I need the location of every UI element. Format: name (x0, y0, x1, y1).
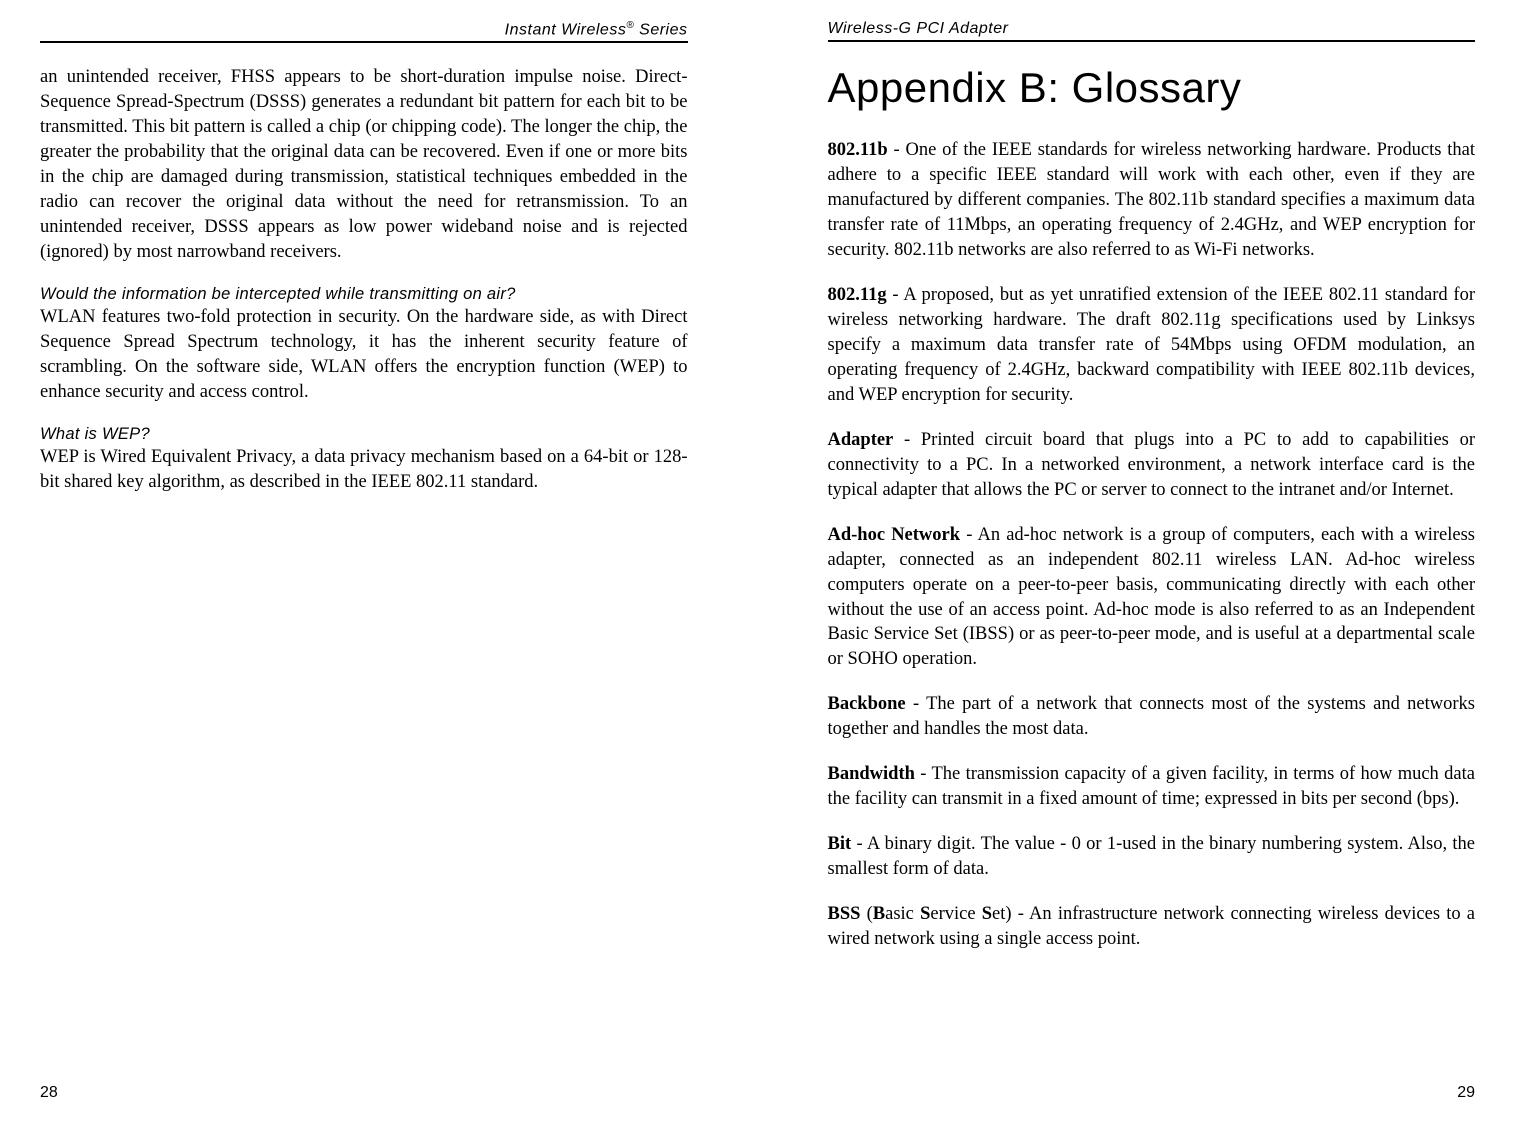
faq-2-body: WEP is Wired Equivalent Privacy, a data … (40, 445, 688, 495)
term-bss: BSS (828, 904, 861, 924)
left-page-number: 28 (40, 1084, 58, 1102)
faq-2-heading: What is WEP? (40, 425, 688, 444)
bss-s1: S (920, 904, 930, 924)
faq-block-2: What is WEP? WEP is Wired Equivalent Pri… (40, 425, 688, 495)
def-bss: BSS (Basic Service Set) - An infrastruct… (828, 902, 1476, 952)
term-80211b: 802.11b (828, 140, 888, 160)
body-adhoc: - An ad-hoc network is a group of comput… (828, 525, 1476, 670)
right-header: Wireless-G PCI Adapter (828, 20, 1476, 42)
right-page-number: 29 (1457, 1084, 1475, 1102)
faq-1-body: WLAN features two-fold protection in sec… (40, 305, 688, 405)
body-adapter: - Printed circuit board that plugs into … (828, 430, 1476, 500)
bss-b: B (873, 904, 885, 924)
header-text-prefix: Instant Wireless (505, 21, 627, 38)
bss-s2: S (982, 904, 992, 924)
def-bit: Bit - A binary digit. The value - 0 or 1… (828, 832, 1476, 882)
bss-mid2: ervice (930, 904, 981, 924)
term-bit: Bit (828, 834, 852, 854)
bss-mid1: asic (885, 904, 920, 924)
body-80211b: - One of the IEEE standards for wireless… (828, 140, 1476, 260)
term-adhoc: Ad-hoc Network (828, 525, 961, 545)
term-bandwidth: Bandwidth (828, 764, 915, 784)
def-bandwidth: Bandwidth - The transmission capacity of… (828, 762, 1476, 812)
def-adhoc: Ad-hoc Network - An ad-hoc network is a … (828, 523, 1476, 673)
def-adapter: Adapter - Printed circuit board that plu… (828, 428, 1476, 503)
header-text-suffix: Series (634, 21, 687, 38)
term-80211g: 802.11g (828, 285, 887, 305)
body-bandwidth: - The transmission capacity of a given f… (828, 764, 1476, 809)
term-backbone: Backbone (828, 694, 906, 714)
def-backbone: Backbone - The part of a network that co… (828, 692, 1476, 742)
def-80211b: 802.11b - One of the IEEE standards for … (828, 138, 1476, 263)
bss-open: ( (860, 904, 872, 924)
body-80211g: - A proposed, but as yet unratified exte… (828, 285, 1476, 405)
right-page: Wireless-G PCI Adapter Appendix B: Gloss… (758, 0, 1515, 1130)
faq-1-heading: Would the information be intercepted whi… (40, 285, 688, 304)
left-page: Instant Wireless® Series an unintended r… (0, 0, 758, 1130)
term-adapter: Adapter (828, 430, 894, 450)
appendix-title: Appendix B: Glossary (828, 64, 1476, 112)
faq-block-1: Would the information be intercepted whi… (40, 285, 688, 405)
def-80211g: 802.11g - A proposed, but as yet unratif… (828, 283, 1476, 408)
body-backbone: - The part of a network that connects mo… (828, 694, 1476, 739)
body-bit: - A binary digit. The value - 0 or 1-use… (828, 834, 1476, 879)
left-header: Instant Wireless® Series (40, 20, 688, 43)
intro-paragraph: an unintended receiver, FHSS appears to … (40, 65, 688, 265)
